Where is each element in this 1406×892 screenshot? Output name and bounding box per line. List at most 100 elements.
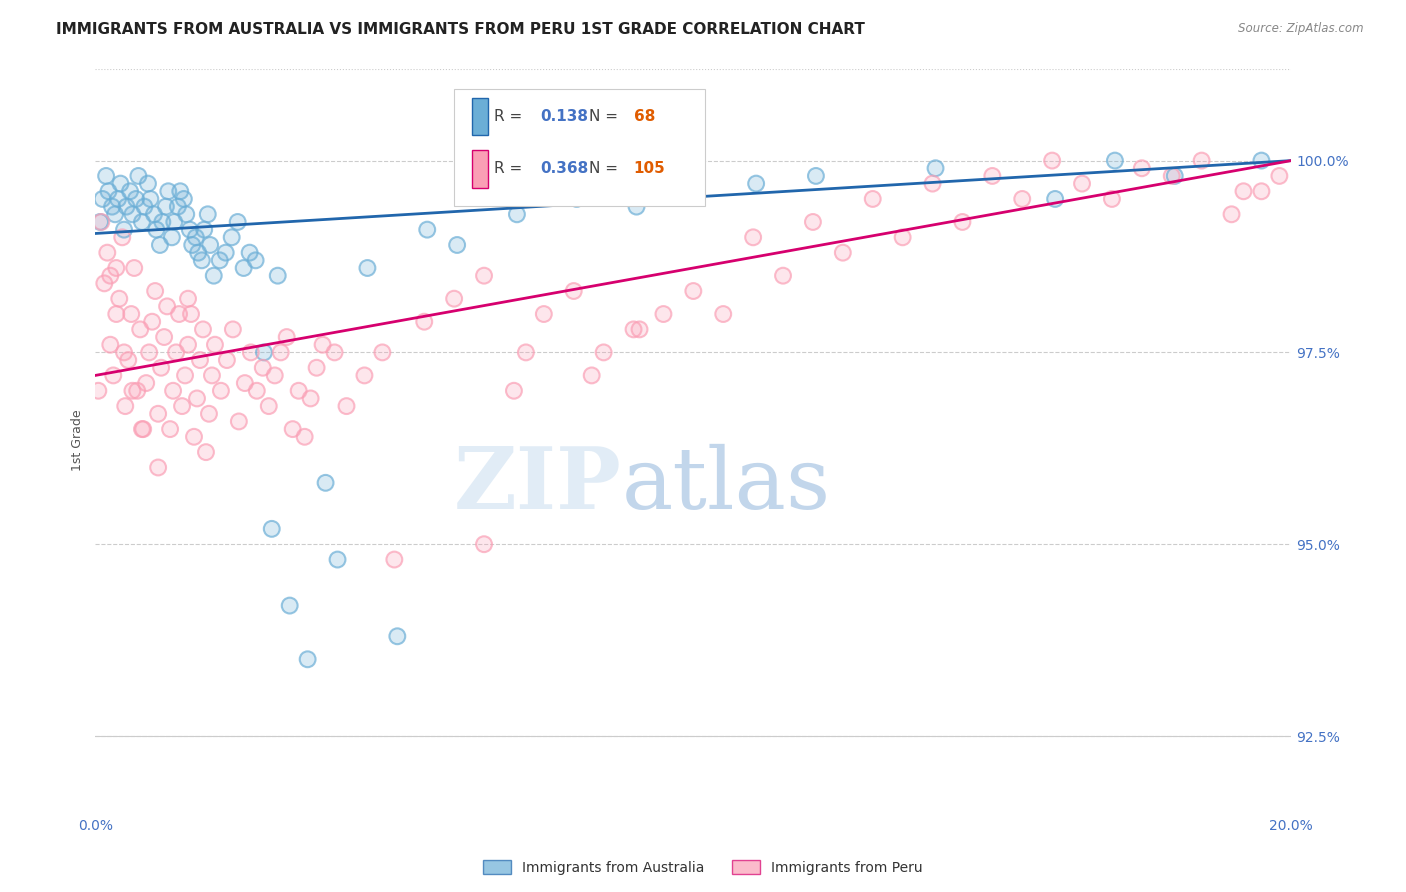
Point	[1220, 207, 1243, 221]
Point	[1071, 177, 1094, 191]
Point	[193, 222, 215, 236]
Point	[382, 552, 405, 566]
Point	[503, 384, 526, 398]
Point	[169, 184, 191, 198]
Point	[143, 284, 166, 298]
Point	[353, 368, 375, 383]
Text: 0.0%: 0.0%	[77, 819, 112, 833]
Point	[952, 215, 974, 229]
Point	[197, 207, 219, 221]
Point	[239, 345, 262, 359]
Point	[155, 200, 177, 214]
Point	[801, 215, 824, 229]
Point	[562, 284, 585, 298]
Point	[315, 475, 337, 490]
Point	[98, 337, 121, 351]
Point	[198, 238, 221, 252]
Point	[685, 184, 707, 198]
Point	[115, 200, 138, 214]
Point	[685, 184, 707, 198]
Point	[87, 384, 110, 398]
Point	[472, 537, 495, 551]
Point	[628, 322, 651, 336]
Point	[581, 368, 603, 383]
Point	[222, 322, 245, 336]
Point	[1071, 177, 1094, 191]
Point	[239, 245, 262, 260]
Point	[120, 307, 142, 321]
Point	[93, 277, 115, 291]
Point	[149, 238, 172, 252]
Point	[162, 384, 184, 398]
Point	[118, 184, 141, 198]
Point	[179, 222, 201, 236]
Point	[299, 392, 322, 406]
Point	[169, 184, 191, 198]
Point	[287, 384, 309, 398]
Text: IMMIGRANTS FROM AUSTRALIA VS IMMIGRANTS FROM PERU 1ST GRADE CORRELATION CHART: IMMIGRANTS FROM AUSTRALIA VS IMMIGRANTS …	[56, 22, 865, 37]
Point	[246, 384, 269, 398]
Point	[134, 200, 156, 214]
Point	[506, 207, 529, 221]
Point	[132, 422, 155, 436]
Point	[356, 260, 378, 275]
Point	[112, 222, 135, 236]
Legend: Immigrants from Australia, Immigrants from Peru: Immigrants from Australia, Immigrants fr…	[478, 855, 928, 880]
Point	[315, 475, 337, 490]
Point	[246, 384, 269, 398]
Point	[167, 307, 190, 321]
Point	[533, 307, 555, 321]
Point	[121, 207, 143, 221]
Point	[623, 322, 645, 336]
Point	[159, 422, 181, 436]
Point	[581, 368, 603, 383]
Point	[772, 268, 794, 283]
Point	[233, 376, 256, 390]
Point	[134, 200, 156, 214]
Point	[150, 215, 173, 229]
Point	[592, 345, 614, 359]
Point	[193, 222, 215, 236]
Point	[515, 345, 537, 359]
Point	[1130, 161, 1153, 176]
Point	[416, 222, 439, 236]
Point	[443, 292, 465, 306]
Point	[167, 200, 190, 214]
Point	[215, 353, 238, 368]
Point	[387, 629, 409, 643]
Point	[112, 345, 135, 359]
Point	[626, 200, 648, 214]
Point	[146, 460, 169, 475]
Point	[228, 414, 250, 428]
Point	[745, 177, 768, 191]
Point	[186, 392, 208, 406]
Point	[127, 169, 149, 183]
Point	[91, 192, 114, 206]
Point	[195, 445, 218, 459]
Point	[305, 360, 328, 375]
Point	[831, 245, 853, 260]
Point	[131, 215, 153, 229]
Point	[222, 322, 245, 336]
Point	[742, 230, 765, 244]
Point	[921, 177, 943, 191]
Point	[1250, 153, 1272, 168]
Point	[146, 460, 169, 475]
Point	[114, 399, 136, 413]
Point	[89, 215, 111, 229]
Point	[472, 268, 495, 283]
Point	[1160, 169, 1182, 183]
Point	[215, 245, 238, 260]
Point	[105, 260, 128, 275]
Point	[146, 407, 169, 421]
Point	[652, 307, 675, 321]
Point	[107, 192, 129, 206]
Point	[155, 200, 177, 214]
Point	[104, 207, 127, 221]
Point	[924, 161, 946, 176]
Point	[278, 599, 301, 613]
Point	[232, 260, 254, 275]
Point	[188, 353, 211, 368]
Point	[294, 430, 316, 444]
Text: 20.0%: 20.0%	[1270, 819, 1313, 833]
